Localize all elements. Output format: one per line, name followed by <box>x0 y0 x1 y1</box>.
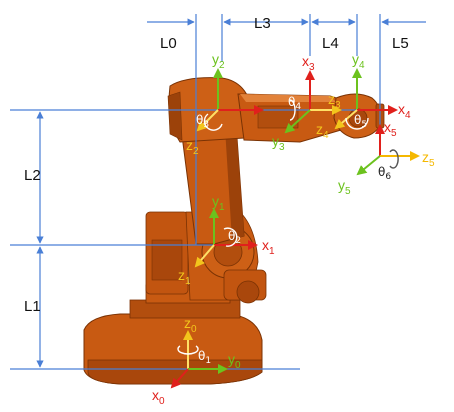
frame3-y-label: y3 <box>272 133 285 153</box>
frame5-z-label: z5 <box>422 149 435 169</box>
frame5-y-axis <box>356 155 381 176</box>
theta1-arc <box>177 345 199 355</box>
theta4-arc <box>289 99 296 121</box>
frame1-z-label: z1 <box>178 267 191 287</box>
frame4-z-label: z4 <box>316 121 329 141</box>
frame2-y-label: y2 <box>212 51 225 71</box>
robot-shoulder-back <box>167 91 183 141</box>
dim-label-l4: L4 <box>322 35 339 52</box>
dim-label-l3: L3 <box>254 15 271 32</box>
theta4-label: θ4 <box>288 95 301 112</box>
frame3-y-axis <box>284 109 311 134</box>
frame4-y-label: y4 <box>352 51 365 71</box>
frame0-x-axis <box>170 368 189 389</box>
frame2-z-axis <box>196 109 219 132</box>
theta5-arc <box>345 117 369 130</box>
frame5-y-label: y5 <box>338 177 351 197</box>
frame4-x-label: x4 <box>398 101 411 121</box>
frame0-z-label: z0 <box>184 315 197 335</box>
theta6-arc <box>389 149 399 169</box>
robot-base-cabinet-panel <box>151 239 183 281</box>
rotation-arcs <box>177 99 399 355</box>
frame0-y-label: y0 <box>228 351 241 371</box>
theta3-label: θ3 <box>196 113 209 130</box>
theta5-label: θ5 <box>354 113 367 130</box>
dim-label-l2: L2 <box>24 167 41 184</box>
theta6-label: θ6 <box>378 165 391 182</box>
frame5-x-label: x5 <box>384 119 397 139</box>
frame0-x-label: x0 <box>152 387 165 407</box>
theta2-arc <box>223 227 238 247</box>
robot-upper-arm-panel <box>257 105 299 129</box>
frame1-y-label: y1 <box>212 193 225 213</box>
frame-axes <box>170 68 420 389</box>
dim-label-l0: L0 <box>160 35 177 52</box>
robot-side-motor-cap <box>236 280 260 304</box>
theta2-label: θ2 <box>228 229 241 246</box>
theta3-arc <box>203 113 223 131</box>
frame1-z-axis <box>194 244 215 268</box>
dimension-labels: L0 L3 L4 L5 L2 L1 <box>24 15 409 315</box>
frame2-z-label: z2 <box>186 137 199 157</box>
theta1-label: θ1 <box>198 349 211 366</box>
dim-label-l5: L5 <box>392 35 409 52</box>
frame1-x-label: x1 <box>262 237 275 257</box>
robot-lower-arm-shade <box>224 112 244 240</box>
frame3-z-label: z3 <box>328 91 341 111</box>
dim-label-l1: L1 <box>24 298 41 315</box>
frame-labels: z0 y0 x0 θ1 y1 x1 z1 θ2 y2 z2 θ3 x3 z3 y… <box>152 51 435 407</box>
frame3-x-label: x3 <box>302 53 315 73</box>
robot-upper-arm-top <box>240 94 336 102</box>
